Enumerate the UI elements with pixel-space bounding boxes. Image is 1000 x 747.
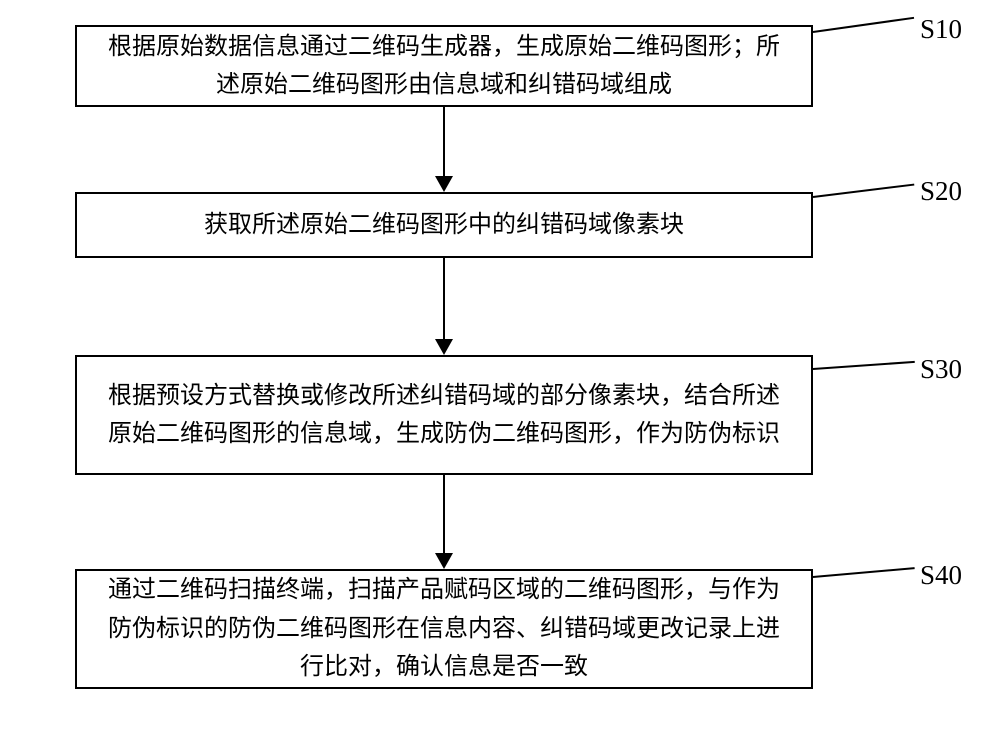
flow-step-label: S20 bbox=[920, 176, 962, 207]
flow-step-box: 根据原始数据信息通过二维码生成器，生成原始二维码图形；所述原始二维码图形由信息域… bbox=[75, 25, 813, 107]
arrow-line bbox=[443, 107, 445, 176]
arrow-line bbox=[443, 475, 445, 553]
arrow-head-icon bbox=[435, 553, 453, 569]
flow-step-box: 通过二维码扫描终端，扫描产品赋码区域的二维码图形，与作为防伪标识的防伪二维码图形… bbox=[75, 569, 813, 689]
arrow-head-icon bbox=[435, 176, 453, 192]
flow-step-box: 根据预设方式替换或修改所述纠错码域的部分像素块，结合所述原始二维码图形的信息域，… bbox=[75, 355, 813, 475]
flow-step-text: 根据原始数据信息通过二维码生成器，生成原始二维码图形；所述原始二维码图形由信息域… bbox=[97, 28, 791, 105]
flow-step-box: 获取所述原始二维码图形中的纠错码域像素块 bbox=[75, 192, 813, 258]
leader-line bbox=[813, 361, 915, 370]
arrow-head-icon bbox=[435, 339, 453, 355]
flow-step-label: S40 bbox=[920, 560, 962, 591]
leader-line bbox=[813, 567, 915, 578]
leader-line bbox=[813, 17, 914, 33]
leader-line bbox=[813, 184, 914, 198]
flow-step-label: S10 bbox=[920, 14, 962, 45]
flow-step-text: 根据预设方式替换或修改所述纠错码域的部分像素块，结合所述原始二维码图形的信息域，… bbox=[97, 377, 791, 454]
flow-step-text: 获取所述原始二维码图形中的纠错码域像素块 bbox=[97, 206, 791, 244]
arrow-line bbox=[443, 258, 445, 339]
flow-step-text: 通过二维码扫描终端，扫描产品赋码区域的二维码图形，与作为防伪标识的防伪二维码图形… bbox=[97, 571, 791, 686]
flow-step-label: S30 bbox=[920, 354, 962, 385]
